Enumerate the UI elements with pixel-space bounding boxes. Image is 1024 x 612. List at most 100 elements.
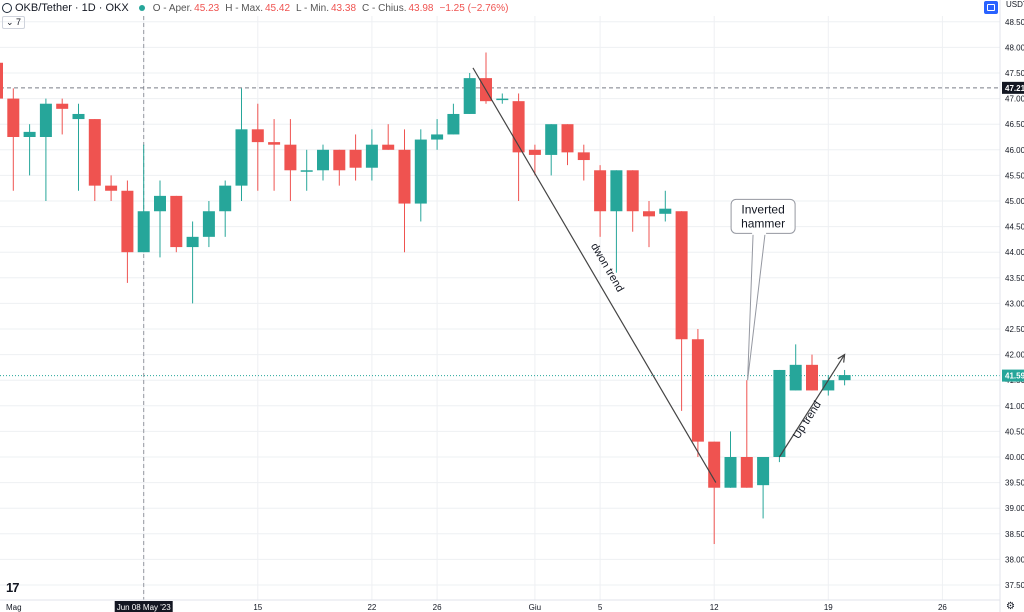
close-label: C - Chius. [362,2,407,14]
y-tick-label: 45.50 [1005,171,1024,180]
candle-body[interactable] [284,144,297,171]
y-tick-label: 38.00 [1005,555,1024,564]
candle-body[interactable] [268,142,281,145]
y-tick-label: 40.50 [1005,427,1024,436]
candle-body[interactable] [528,149,541,155]
candle-body[interactable] [496,98,509,101]
candle-body[interactable] [594,170,607,212]
candle-body[interactable] [235,129,248,186]
low-value: 43.38 [330,2,357,14]
candle-body[interactable] [414,139,427,204]
candle-body[interactable] [7,98,20,137]
candle-body[interactable] [757,457,770,486]
x-tick-label: 26 [938,603,947,612]
candle-body[interactable] [349,149,362,168]
symbol-header: OKB/Tether · 1D · OKX O - Aper. 45.23 H … [0,0,514,16]
candle-body[interactable] [382,144,395,150]
candle-body[interactable] [154,195,166,212]
x-tick-label: 12 [710,603,719,612]
down-trend-line[interactable] [472,67,717,483]
candle-body[interactable] [186,236,199,248]
candle-body[interactable] [691,339,704,442]
up-trend-arrowhead [837,353,846,363]
candle-body[interactable] [724,457,737,488]
candle-body[interactable] [659,208,672,214]
y-tick-label: 46.50 [1005,120,1024,129]
y-axis: 48.50 48.00 47.50 47.00 46.50 46.00 45.50 45.00… [999,0,1024,612]
x-tick-label: 26 [433,603,442,612]
screenshot-icon[interactable] [984,1,998,14]
candle-body[interactable] [675,211,688,340]
change-value: −1.25 (−2.76%) [439,2,509,14]
candle-body[interactable] [398,149,411,204]
candle-body[interactable] [23,131,36,137]
candle-body[interactable] [626,170,639,212]
candle-body[interactable] [708,441,721,488]
y-tick-label: 40.00 [1005,453,1024,462]
candle-body[interactable] [219,185,232,212]
high-label: H - Max. [225,2,263,14]
y-tick-label: 47.50 [1005,69,1024,78]
x-tick-label: 15 [253,603,262,612]
candle-body[interactable] [72,113,85,120]
candle-body[interactable] [431,134,444,140]
candle-body[interactable] [0,62,3,99]
candle-body[interactable] [121,190,134,253]
settings-gear-icon[interactable]: ⚙ [1006,601,1015,612]
candle-body[interactable] [137,211,150,253]
open-value: 45.23 [194,2,220,14]
y-tick-label: 46.00 [1005,146,1024,155]
candle-body[interactable] [789,364,802,391]
candle-body[interactable] [365,144,378,168]
candle-body[interactable] [447,113,460,135]
y-tick-label: 43.00 [1005,299,1024,308]
candle-body[interactable] [105,185,118,191]
y-tick-label: 39.50 [1005,479,1024,488]
x-tick-label: Mag [6,603,22,612]
candle-body[interactable] [202,211,215,237]
candle-body[interactable] [300,170,313,172]
candle-body[interactable] [56,103,69,109]
candle-body[interactable] [610,170,623,212]
candle-body[interactable] [773,369,786,457]
y-tick-label: 48.00 [1005,43,1024,52]
candle-body[interactable] [170,195,183,248]
crosshair-date-badge [114,601,173,612]
candle-body[interactable] [822,380,835,391]
price-levels [0,16,1000,600]
y-tick-label: 42.50 [1005,325,1024,334]
candle-body[interactable] [333,149,346,171]
open-label: O - Aper. [152,2,193,14]
x-axis: Mag Jun 08 May '23 15 22 26 Giu 5 12 19 26 [0,599,1000,612]
y-tick-label: 48.50 [1005,18,1024,27]
x-tick-label: 19 [824,603,833,612]
currency-label[interactable]: USDT [1006,0,1024,9]
y-tick-label: 42.00 [1005,351,1024,360]
candle-body[interactable] [88,119,101,186]
candle-body[interactable] [463,78,476,114]
y-tick-label: 41.00 [1005,402,1024,411]
candle-body[interactable] [561,124,574,153]
y-tick-label: 47.00 [1005,95,1024,104]
candle-body[interactable] [39,103,52,137]
up-trend-arrow[interactable] [778,354,846,458]
candle-body[interactable] [838,375,851,381]
candle-body[interactable] [806,364,818,391]
high-value: 45.42 [264,2,291,14]
candle-body[interactable] [643,211,655,217]
candle-body[interactable] [740,457,753,488]
tradingview-logo-icon[interactable]: 17 [6,580,20,595]
candle-body[interactable] [577,152,590,161]
callout-text: hammer [741,216,785,230]
indicator-toggle[interactable]: ⌄ 7 [2,16,26,29]
low-label: L - Min. [296,2,329,14]
candle-body[interactable] [251,129,264,143]
candle-body[interactable] [317,149,329,171]
y-tick-label: 37.50 [1005,581,1024,590]
y-tick-label: 44.50 [1005,223,1024,232]
candle-body[interactable] [545,124,558,155]
symbol-title[interactable]: OKB/Tether · 1D · OKX [15,2,129,14]
okx-logo-icon [2,3,12,13]
